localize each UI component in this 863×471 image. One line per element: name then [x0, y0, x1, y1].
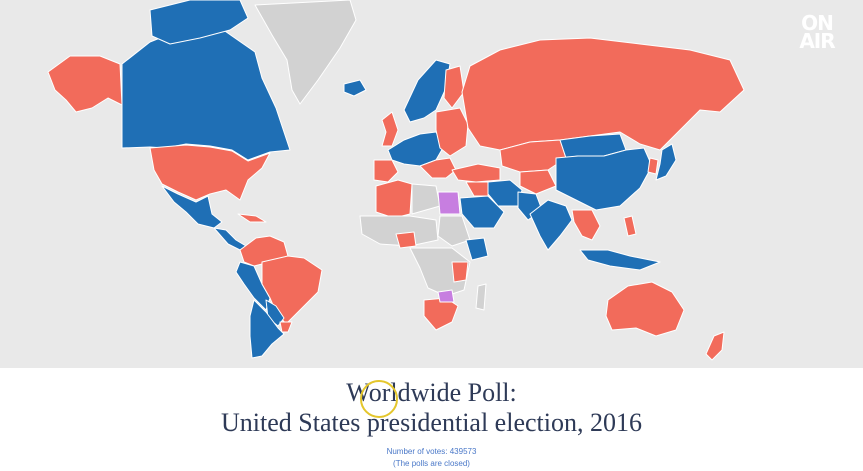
- country-indonesia[interactable]: [579, 249, 661, 271]
- country-kenya[interactable]: [451, 261, 469, 283]
- country-australia[interactable]: [605, 281, 685, 337]
- country-madagascar[interactable]: [475, 283, 487, 311]
- country-greenland[interactable]: [254, 0, 357, 105]
- vote-count-line: Number of votes: 439573: [0, 446, 863, 458]
- country-sahel[interactable]: [359, 215, 439, 247]
- country-western-europe[interactable]: [387, 131, 445, 167]
- country-new-zealand[interactable]: [705, 331, 725, 361]
- country-united-states[interactable]: [149, 144, 271, 201]
- country-mexico[interactable]: [161, 185, 223, 229]
- vote-count-label: Number of votes:: [386, 447, 448, 456]
- country-peru[interactable]: [235, 261, 271, 311]
- country-china[interactable]: [555, 147, 653, 211]
- country-iraq[interactable]: [465, 181, 489, 197]
- country-canada[interactable]: [121, 23, 291, 161]
- country-ethiopia[interactable]: [465, 237, 489, 261]
- country-south-africa[interactable]: [423, 297, 459, 331]
- country-united-kingdom[interactable]: [381, 111, 399, 147]
- country-zimbabwe[interactable]: [437, 289, 455, 303]
- poll-footer: Worldwide Poll: United States presidenti…: [0, 368, 863, 471]
- country-turkey[interactable]: [451, 163, 501, 183]
- country-libya[interactable]: [411, 183, 441, 215]
- country-cuba[interactable]: [237, 213, 267, 223]
- poll-title: Worldwide Poll:: [346, 378, 517, 407]
- country-uruguay[interactable]: [279, 321, 293, 333]
- country-iberia[interactable]: [373, 159, 399, 183]
- country-finland[interactable]: [443, 65, 465, 109]
- country-philippines[interactable]: [623, 215, 637, 237]
- country-iceland[interactable]: [343, 79, 367, 97]
- country-saudi-arabia[interactable]: [459, 195, 505, 229]
- country-algeria[interactable]: [375, 179, 413, 219]
- country-southeast-asia[interactable]: [571, 209, 601, 241]
- world-map-svg: [47, 0, 745, 361]
- country-alaska[interactable]: [47, 55, 123, 113]
- vote-count-value: 439573: [449, 447, 477, 456]
- country-russia[interactable]: [461, 37, 745, 151]
- country-eastern-europe[interactable]: [435, 107, 469, 157]
- country-sudan[interactable]: [437, 215, 471, 247]
- country-canada-arctic[interactable]: [149, 0, 249, 45]
- country-central-asia[interactable]: [519, 169, 557, 195]
- poll-subtitle: United States presidential election, 201…: [221, 408, 642, 437]
- country-argentina[interactable]: [249, 299, 285, 359]
- country-korea[interactable]: [647, 157, 659, 175]
- logo-line-2: AIR: [799, 29, 835, 53]
- country-japan[interactable]: [655, 143, 677, 181]
- country-egypt[interactable]: [437, 191, 461, 215]
- logo-line-1: ON: [801, 11, 834, 35]
- poll-status: (The polls are closed): [393, 459, 470, 468]
- country-india[interactable]: [529, 199, 573, 251]
- country-central-africa[interactable]: [409, 247, 471, 297]
- on-air-logo: ON AIR: [779, 11, 855, 58]
- country-nigeria[interactable]: [395, 231, 417, 249]
- world-map: ON AIR: [47, 0, 855, 361]
- country-central-america[interactable]: [213, 227, 247, 251]
